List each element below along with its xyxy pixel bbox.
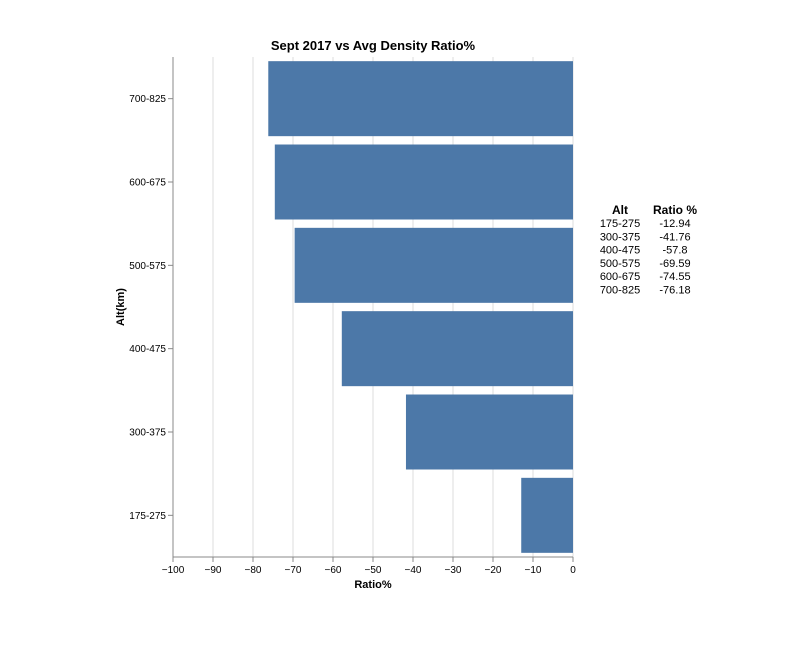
x-tick-label: −70 xyxy=(285,565,302,576)
y-tick-label: 175-275 xyxy=(129,511,166,522)
chart-title: Sept 2017 vs Avg Density Ratio% xyxy=(271,38,476,53)
y-tick-label: 600-675 xyxy=(129,178,166,189)
bar-600-675 xyxy=(274,144,573,220)
table-cell-alt: 700-825 xyxy=(600,285,640,297)
x-tick-label: −80 xyxy=(245,565,262,576)
table-cell-alt: 300-375 xyxy=(600,231,640,243)
y-tick-label: 400-475 xyxy=(129,344,166,355)
x-tick-label: −90 xyxy=(205,565,222,576)
data-table: Alt Ratio % 175-275 -12.94 300-375 -41.76 400-… xyxy=(600,203,698,297)
x-tick-label: −40 xyxy=(405,565,422,576)
x-tick-label: −60 xyxy=(325,565,342,576)
x-tick-label: −100 xyxy=(162,565,185,576)
table-cell-alt: 400-475 xyxy=(600,245,640,257)
x-tick-label: −10 xyxy=(525,565,542,576)
bar-700-825 xyxy=(268,61,573,137)
table-cell-alt: 500-575 xyxy=(600,258,640,270)
gridlines xyxy=(172,57,574,557)
table-header: Alt xyxy=(612,203,628,217)
bars xyxy=(268,61,573,553)
y-axis: 700-825 600-675 500-575 400-475 300-375 175-2… xyxy=(129,57,174,557)
table-header: Ratio % xyxy=(653,203,697,217)
x-axis-title: Ratio% xyxy=(354,579,392,591)
y-tick-label: 500-575 xyxy=(129,261,166,272)
x-tick-label: −20 xyxy=(485,565,502,576)
table-cell-ratio: -12.94 xyxy=(659,218,690,230)
bar-175-275 xyxy=(521,477,573,553)
table-cell-ratio: -57.8 xyxy=(662,245,687,257)
table-cell-ratio: -74.55 xyxy=(659,271,690,283)
y-tick-label: 700-825 xyxy=(129,94,166,105)
x-tick-label: 0 xyxy=(570,565,576,576)
table-cell-alt: 175-275 xyxy=(600,218,640,230)
table-cell-ratio: -76.18 xyxy=(659,285,690,297)
y-axis-title: Alt(km) xyxy=(115,288,127,326)
table-cell-alt: 600-675 xyxy=(600,271,640,283)
x-tick-label: −30 xyxy=(445,565,462,576)
bar-300-375 xyxy=(405,394,573,470)
x-axis: −100 −90 −80 −70 −60 −50 −40 −30 −20 −10 0 xyxy=(162,556,576,576)
bar-500-575 xyxy=(294,227,573,303)
x-tick-label: −50 xyxy=(365,565,382,576)
table-cell-ratio: -41.76 xyxy=(659,231,690,243)
table-cell-ratio: -69.59 xyxy=(659,258,690,270)
bar-400-475 xyxy=(341,311,573,387)
y-tick-label: 300-375 xyxy=(129,428,166,439)
